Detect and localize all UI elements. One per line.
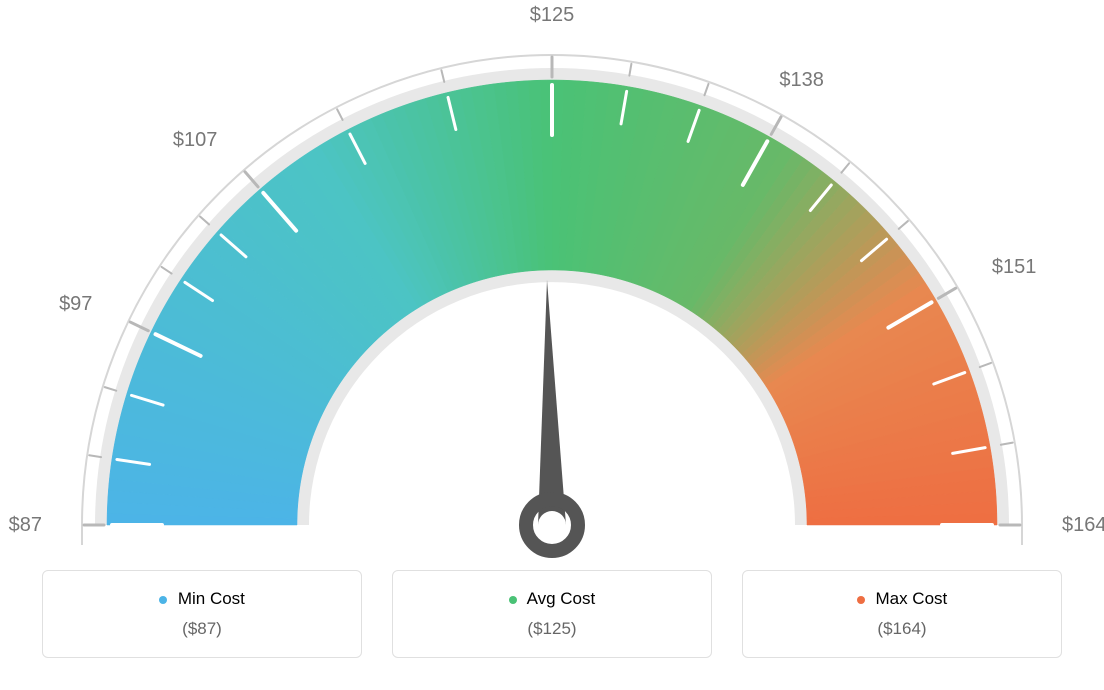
svg-text:$138: $138 xyxy=(779,69,824,91)
legend-label-max: Max Cost xyxy=(753,589,1051,609)
svg-text:$107: $107 xyxy=(173,129,218,151)
legend-value-avg: ($125) xyxy=(403,619,701,639)
legend-value-min: ($87) xyxy=(53,619,351,639)
dot-min xyxy=(159,596,167,604)
legend-card-avg: Avg Cost ($125) xyxy=(392,570,712,658)
legend-row: Min Cost ($87) Avg Cost ($125) Max Cost … xyxy=(0,570,1104,658)
svg-text:$97: $97 xyxy=(59,293,92,315)
dot-avg xyxy=(509,596,517,604)
legend-label-avg: Avg Cost xyxy=(403,589,701,609)
legend-value-max: ($164) xyxy=(753,619,1051,639)
legend-label-min-text: Min Cost xyxy=(178,589,245,608)
svg-text:$125: $125 xyxy=(530,4,575,26)
svg-text:$87: $87 xyxy=(9,514,42,536)
legend-label-min: Min Cost xyxy=(53,589,351,609)
dot-max xyxy=(857,596,865,604)
legend-label-max-text: Max Cost xyxy=(875,589,947,608)
legend-card-max: Max Cost ($164) xyxy=(742,570,1062,658)
cost-gauge-chart: $87 $97 $107 $125 $138 $151 $164 xyxy=(0,0,1104,570)
legend-label-avg-text: Avg Cost xyxy=(527,589,596,608)
legend-card-min: Min Cost ($87) xyxy=(42,570,362,658)
svg-text:$164: $164 xyxy=(1062,514,1104,536)
svg-text:$151: $151 xyxy=(992,256,1037,278)
gauge-svg: $87 $97 $107 $125 $138 $151 $164 xyxy=(0,0,1104,570)
